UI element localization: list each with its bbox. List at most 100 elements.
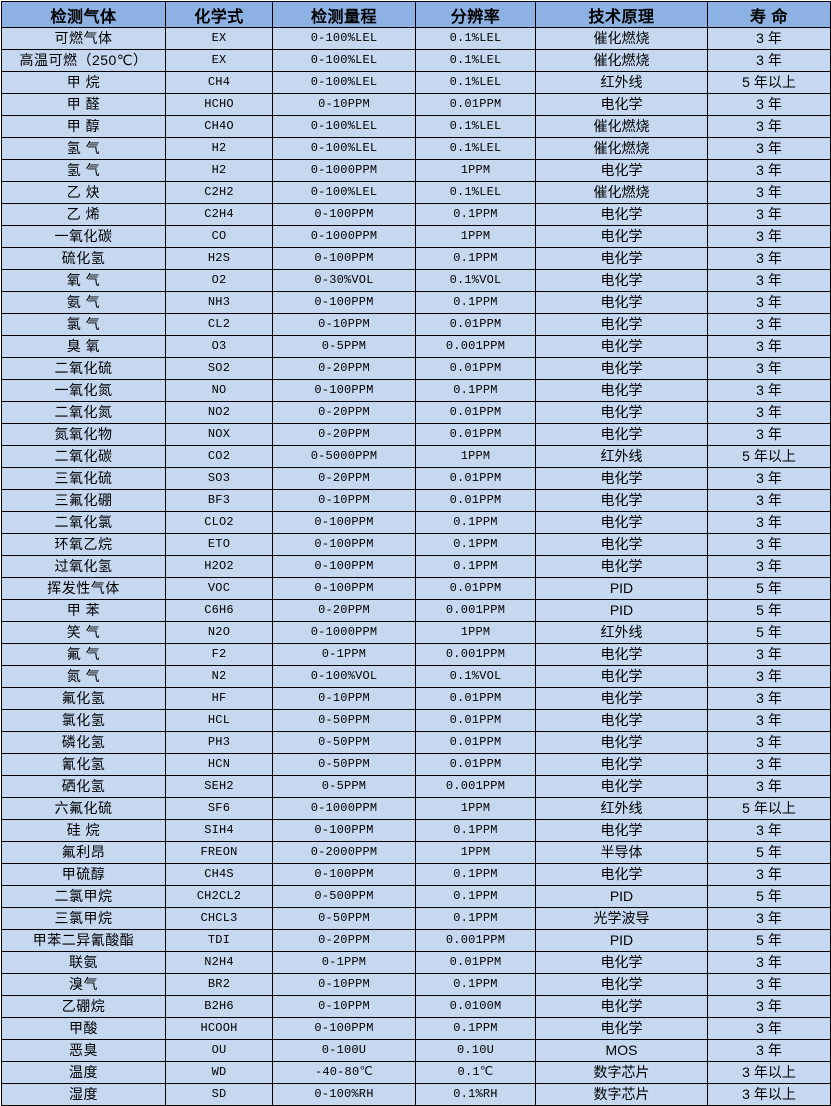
cell-formula: EX xyxy=(165,49,273,72)
cell-range: 0-10PPM xyxy=(272,973,416,996)
cell-life: 3 年 xyxy=(707,269,831,292)
cell-life: 3 年 xyxy=(707,973,831,996)
cell-life: 3 年 xyxy=(707,49,831,72)
cell-res: 0.1%LEL xyxy=(415,115,536,138)
cell-formula: H2 xyxy=(165,137,273,160)
cell-gas: 三氟化硼 xyxy=(1,489,166,512)
cell-range: 0-50PPM xyxy=(272,907,416,930)
table-row: 氢 气 H2 0-100%LEL 0.1%LEL 催化燃烧 3 年 xyxy=(1,137,831,160)
cell-res: 1PPM xyxy=(415,841,536,864)
cell-gas: 乙硼烷 xyxy=(1,995,166,1018)
cell-res: 1PPM xyxy=(415,159,536,182)
cell-res: 0.001PPM xyxy=(415,643,536,666)
cell-life: 3 年 xyxy=(707,401,831,424)
cell-formula: TDI xyxy=(165,929,273,952)
cell-res: 0.01PPM xyxy=(415,489,536,512)
cell-gas: 磷化氢 xyxy=(1,731,166,754)
cell-life: 3 年 xyxy=(707,225,831,248)
cell-res: 0.1PPM xyxy=(415,511,536,534)
cell-range: 0-1000PPM xyxy=(272,159,416,182)
cell-gas: 甲 烷 xyxy=(1,71,166,94)
cell-formula: N2O xyxy=(165,621,273,644)
cell-range: 0-100PPM xyxy=(272,379,416,402)
cell-gas: 硫化氢 xyxy=(1,247,166,270)
table-row: 三氯甲烷 CHCL3 0-50PPM 0.1PPM 光学波导 3 年 xyxy=(1,907,831,930)
cell-life: 3 年 xyxy=(707,335,831,358)
cell-tech: PID xyxy=(535,577,708,600)
cell-formula: CLO2 xyxy=(165,511,273,534)
cell-life: 3 年 xyxy=(707,137,831,160)
cell-tech: 电化学 xyxy=(535,643,708,666)
column-header-lifetime: 寿 命 xyxy=(707,1,831,28)
table-row: 可燃气体 EX 0-100%LEL 0.1%LEL 催化燃烧 3 年 xyxy=(1,27,831,50)
cell-life: 3 年 xyxy=(707,951,831,974)
cell-gas: 二氧化碳 xyxy=(1,445,166,468)
cell-formula: PH3 xyxy=(165,731,273,754)
cell-life: 3 年 xyxy=(707,643,831,666)
table-row: 氯 气 CL2 0-10PPM 0.01PPM 电化学 3 年 xyxy=(1,313,831,336)
cell-tech: 电化学 xyxy=(535,247,708,270)
cell-life: 3 年 xyxy=(707,995,831,1018)
cell-life: 3 年 xyxy=(707,731,831,754)
column-header-range: 检测量程 xyxy=(272,1,416,28)
cell-life: 5 年以上 xyxy=(707,71,831,94)
cell-res: 0.01PPM xyxy=(415,709,536,732)
table-row: 湿度 SD 0-100%RH 0.1%RH 数字芯片 3 年以上 xyxy=(1,1083,831,1106)
cell-life: 3 年 xyxy=(707,819,831,842)
cell-formula: CL2 xyxy=(165,313,273,336)
cell-gas: 氯化氢 xyxy=(1,709,166,732)
cell-range: 0-100PPM xyxy=(272,291,416,314)
cell-formula: CH2CL2 xyxy=(165,885,273,908)
cell-formula: VOC xyxy=(165,577,273,600)
cell-range: 0-10PPM xyxy=(272,995,416,1018)
cell-formula: SD xyxy=(165,1083,273,1106)
cell-tech: 电化学 xyxy=(535,709,708,732)
cell-gas: 硒化氢 xyxy=(1,775,166,798)
cell-tech: 红外线 xyxy=(535,445,708,468)
cell-formula: CH4S xyxy=(165,863,273,886)
table-row: 甲苯二异氰酸酯 TDI 0-20PPM 0.001PPM PID 5 年 xyxy=(1,929,831,952)
cell-formula: ETO xyxy=(165,533,273,556)
cell-res: 0.01PPM xyxy=(415,401,536,424)
cell-range: 0-100%LEL xyxy=(272,49,416,72)
cell-range: 0-20PPM xyxy=(272,599,416,622)
cell-life: 3 年 xyxy=(707,291,831,314)
cell-range: 0-100%VOL xyxy=(272,665,416,688)
cell-life: 3 年 xyxy=(707,1039,831,1062)
cell-res: 0.1PPM xyxy=(415,819,536,842)
cell-range: 0-100U xyxy=(272,1039,416,1062)
cell-formula: C2H2 xyxy=(165,181,273,204)
table-row: 笑 气 N2O 0-1000PPM 1PPM 红外线 5 年 xyxy=(1,621,831,644)
table-row: 氮氧化物 NOX 0-20PPM 0.01PPM 电化学 3 年 xyxy=(1,423,831,446)
cell-res: 1PPM xyxy=(415,797,536,820)
cell-life: 3 年 xyxy=(707,313,831,336)
cell-res: 0.1PPM xyxy=(415,1017,536,1040)
cell-tech: 电化学 xyxy=(535,159,708,182)
cell-res: 0.1PPM xyxy=(415,885,536,908)
cell-range: 0-20PPM xyxy=(272,357,416,380)
column-header-technology: 技术原理 xyxy=(535,1,708,28)
cell-tech: 电化学 xyxy=(535,819,708,842)
cell-res: 0.1%LEL xyxy=(415,49,536,72)
cell-gas: 二氧化硫 xyxy=(1,357,166,380)
cell-life: 3 年 xyxy=(707,489,831,512)
cell-range: 0-100PPM xyxy=(272,533,416,556)
cell-tech: 电化学 xyxy=(535,951,708,974)
cell-tech: 电化学 xyxy=(535,225,708,248)
table-row: 甲 苯 C6H6 0-20PPM 0.001PPM PID 5 年 xyxy=(1,599,831,622)
cell-range: 0-100PPM xyxy=(272,577,416,600)
cell-gas: 笑 气 xyxy=(1,621,166,644)
cell-life: 5 年 xyxy=(707,841,831,864)
cell-formula: H2S xyxy=(165,247,273,270)
cell-res: 0.1%RH xyxy=(415,1083,536,1106)
cell-life: 3 年 xyxy=(707,203,831,226)
cell-tech: 电化学 xyxy=(535,863,708,886)
cell-gas: 氢 气 xyxy=(1,137,166,160)
cell-tech: PID xyxy=(535,929,708,952)
cell-formula: N2 xyxy=(165,665,273,688)
cell-gas: 甲酸 xyxy=(1,1017,166,1040)
cell-formula: O3 xyxy=(165,335,273,358)
table-row: 氟 气 F2 0-1PPM 0.001PPM 电化学 3 年 xyxy=(1,643,831,666)
cell-formula: HF xyxy=(165,687,273,710)
cell-res: 0.01PPM xyxy=(415,423,536,446)
